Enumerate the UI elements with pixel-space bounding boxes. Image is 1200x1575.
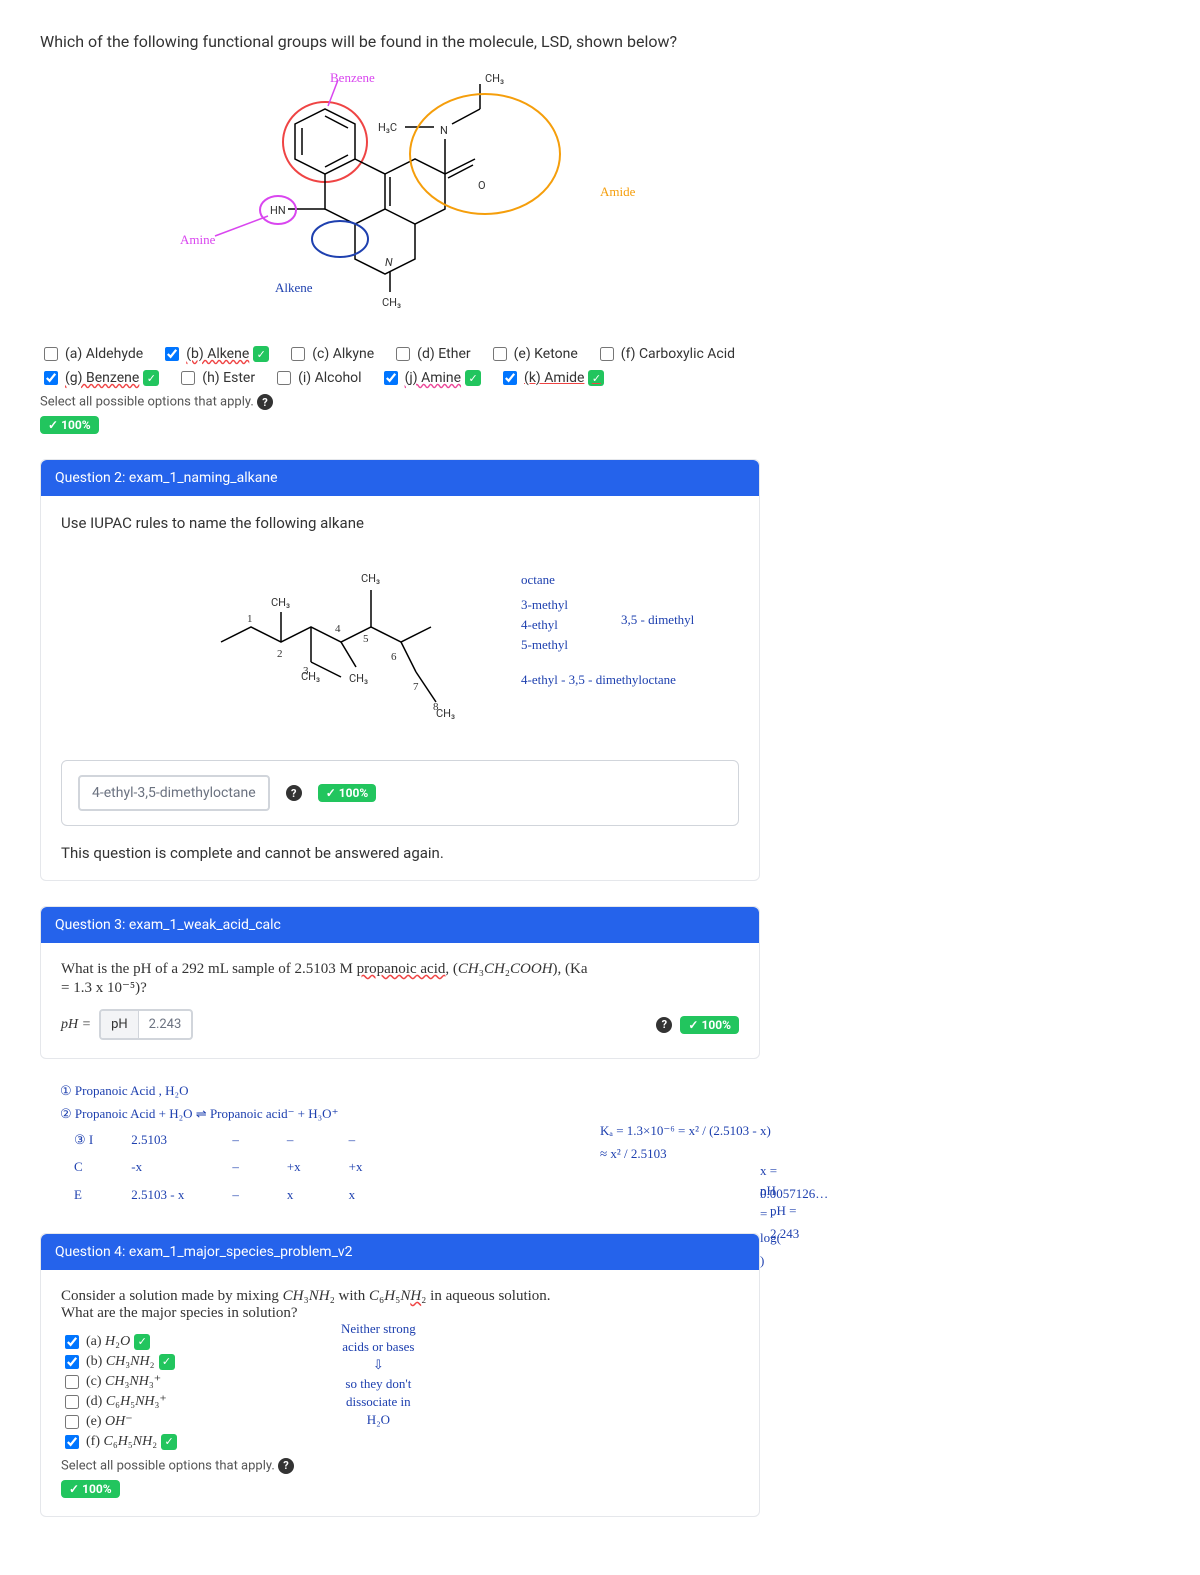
choice-b[interactable]: (b) Alkene✓ [161, 344, 269, 364]
q4-header: Question 4: exam_1_major_species_problem… [41, 1234, 759, 1270]
check-icon: ✓ [134, 1334, 150, 1350]
choice-j[interactable]: (j) Amine✓ [380, 368, 481, 388]
svg-text:CH₃: CH₃ [271, 596, 290, 609]
opt-d: (d) Ether [417, 346, 470, 362]
q3-score: ✓ 100% [680, 1016, 739, 1034]
note6: 4-ethyl - 3,5 - dimethyloctane [521, 672, 676, 688]
svg-text:HN: HN [270, 204, 286, 217]
svg-text:CH₃: CH₃ [485, 72, 504, 85]
q2-header: Question 2: exam_1_naming_alkane [41, 460, 759, 496]
choice-a[interactable]: (a) Aldehyde [40, 344, 143, 364]
check-icon: ✓ [143, 370, 159, 386]
check-icon: ✓ [159, 1354, 175, 1370]
svg-text:6: 6 [391, 651, 397, 663]
opt-k: (k) Amide [524, 370, 584, 386]
note1: octane [521, 572, 555, 588]
choice-e[interactable]: (e) Ketone [489, 344, 578, 364]
note5: 3,5 - dimethyl [621, 612, 694, 628]
opt-f: (f) Carboxylic Acid [621, 346, 735, 362]
q2-block: Question 2: exam_1_naming_alkane Use IUP… [40, 459, 760, 881]
note4: 5-methyl [521, 637, 568, 653]
choice-g[interactable]: (g) Benzene✓ [40, 368, 159, 388]
svg-text:7: 7 [413, 681, 419, 693]
ann-benzene: Benzene [330, 70, 375, 86]
select-msg: Select all possible options that apply. … [61, 1458, 739, 1474]
check-icon: ✓ [253, 346, 269, 362]
svg-text:4: 4 [335, 623, 341, 635]
note3: 4-ethyl [521, 617, 558, 633]
q4-block: Question 4: exam_1_major_species_problem… [40, 1233, 760, 1517]
q2-diagram: CH₃ CH₃ CH₃ CH₃ CH₃ 1 2 3 4 5 6 7 8 octa… [61, 542, 739, 742]
opt-b: (b) Alkene [186, 346, 249, 362]
svg-text:H₃C: H₃C [378, 121, 397, 134]
calc1: Kₐ = 1.3×10⁻⁶ = x² / (2.5103 - x) ≈ x² /… [600, 1119, 780, 1166]
help-icon[interactable]: ? [257, 394, 273, 410]
choice-i[interactable]: (i) Alcohol [273, 368, 362, 388]
svg-text:N: N [440, 124, 448, 137]
opt-e: (e) Ketone [514, 346, 578, 362]
svg-text:3: 3 [303, 665, 309, 677]
ph-label: pH = [61, 1017, 91, 1033]
check-icon: ✓ [588, 370, 604, 386]
q2-done: This question is complete and cannot be … [61, 844, 739, 862]
svg-text:N: N [385, 256, 393, 269]
opt-a: (a) Aldehyde [65, 346, 143, 362]
check-icon: ✓ [465, 370, 481, 386]
q1-choices: (a) Aldehyde (b) Alkene✓ (c) Alkyne (d) … [40, 344, 760, 388]
work-line: ① Propanoic Acid , H₂O [60, 1079, 780, 1102]
ann-amide: Amide [600, 184, 635, 200]
choice-c[interactable]: (c) Alkyne [287, 344, 374, 364]
q2-answer[interactable]: 4-ethyl-3,5-dimethyloctane [78, 775, 270, 811]
svg-text:8: 8 [433, 701, 439, 713]
help-icon[interactable]: ? [286, 785, 302, 801]
choice-f[interactable]: (f) Carboxylic Acid [596, 344, 735, 364]
ph-prefix: pH [101, 1011, 139, 1038]
q3-block: Question 3: exam_1_weak_acid_calc What i… [40, 906, 760, 1059]
q4-prompt: Consider a solution made by mixing CH₃NH… [61, 1288, 739, 1322]
q3-ph-row: pH = pH 2.243 ? ✓ 100% [61, 1009, 739, 1040]
q4-notes: Neither strong acids or bases ⇩ so they … [341, 1320, 416, 1429]
select-msg: Select all possible options that apply. … [40, 394, 1160, 410]
svg-text:5: 5 [363, 633, 369, 645]
q2-answer-row: 4-ethyl-3,5-dimethyloctane ? ✓ 100% [61, 760, 739, 826]
opt-c: (c) Alkyne [312, 346, 374, 362]
svg-text:1: 1 [247, 613, 253, 625]
q3-header: Question 3: exam_1_weak_acid_calc [41, 907, 759, 943]
choice-k[interactable]: (k) Amide✓ [499, 368, 604, 388]
check-icon: ✓ [161, 1434, 177, 1450]
ann-alkene: Alkene [275, 280, 313, 296]
q1-prompt: Which of the following functional groups… [40, 30, 1160, 54]
help-icon[interactable]: ? [278, 1458, 294, 1474]
help-icon[interactable]: ? [656, 1017, 672, 1033]
choice-h[interactable]: (h) Ester [177, 368, 255, 388]
svg-text:CH₃: CH₃ [382, 296, 401, 309]
lsd-structure-svg: HN N CH₃ O N H₃C CH₃ [40, 64, 760, 324]
q4-score: ✓ 100% [61, 1480, 120, 1498]
score-badge: ✓ 100% [40, 416, 99, 434]
svg-text:O: O [478, 179, 486, 192]
choice-d[interactable]: (d) Ether [392, 344, 470, 364]
q2-prompt: Use IUPAC rules to name the following al… [61, 514, 739, 532]
svg-text:CH₃: CH₃ [436, 707, 455, 720]
svg-text:2: 2 [277, 648, 283, 660]
choice-f[interactable]: (f) C₆H₅NH₂ ✓ [61, 1432, 739, 1452]
svg-text:CH₃: CH₃ [349, 672, 368, 685]
opt-j: (j) Amine [405, 370, 461, 386]
opt-g: (g) Benzene [65, 370, 139, 386]
calc4: pH = 2.243 [770, 1199, 799, 1246]
ph-input[interactable]: pH 2.243 [99, 1009, 193, 1040]
ann-amine: Amine [180, 232, 215, 248]
q2-score: ✓ 100% [318, 784, 377, 802]
q1-container: Which of the following functional groups… [40, 30, 1160, 434]
q1-diagram: Benzene Amine Alkene Amide [40, 64, 760, 324]
q3-work: ① Propanoic Acid , H₂O ② Propanoic Acid … [60, 1079, 780, 1208]
q3-prompt: What is the pH of a 292 mL sample of 2.5… [61, 961, 739, 997]
ice-table: ③ I2.5103––– C-x–+x+x E2.5103 - x–xx [60, 1126, 387, 1208]
ph-value: 2.243 [139, 1011, 192, 1038]
opt-h: (h) Ester [202, 370, 255, 386]
note2: 3-methyl [521, 597, 568, 613]
svg-text:CH₃: CH₃ [361, 572, 380, 585]
opt-i: (i) Alcohol [298, 370, 362, 386]
